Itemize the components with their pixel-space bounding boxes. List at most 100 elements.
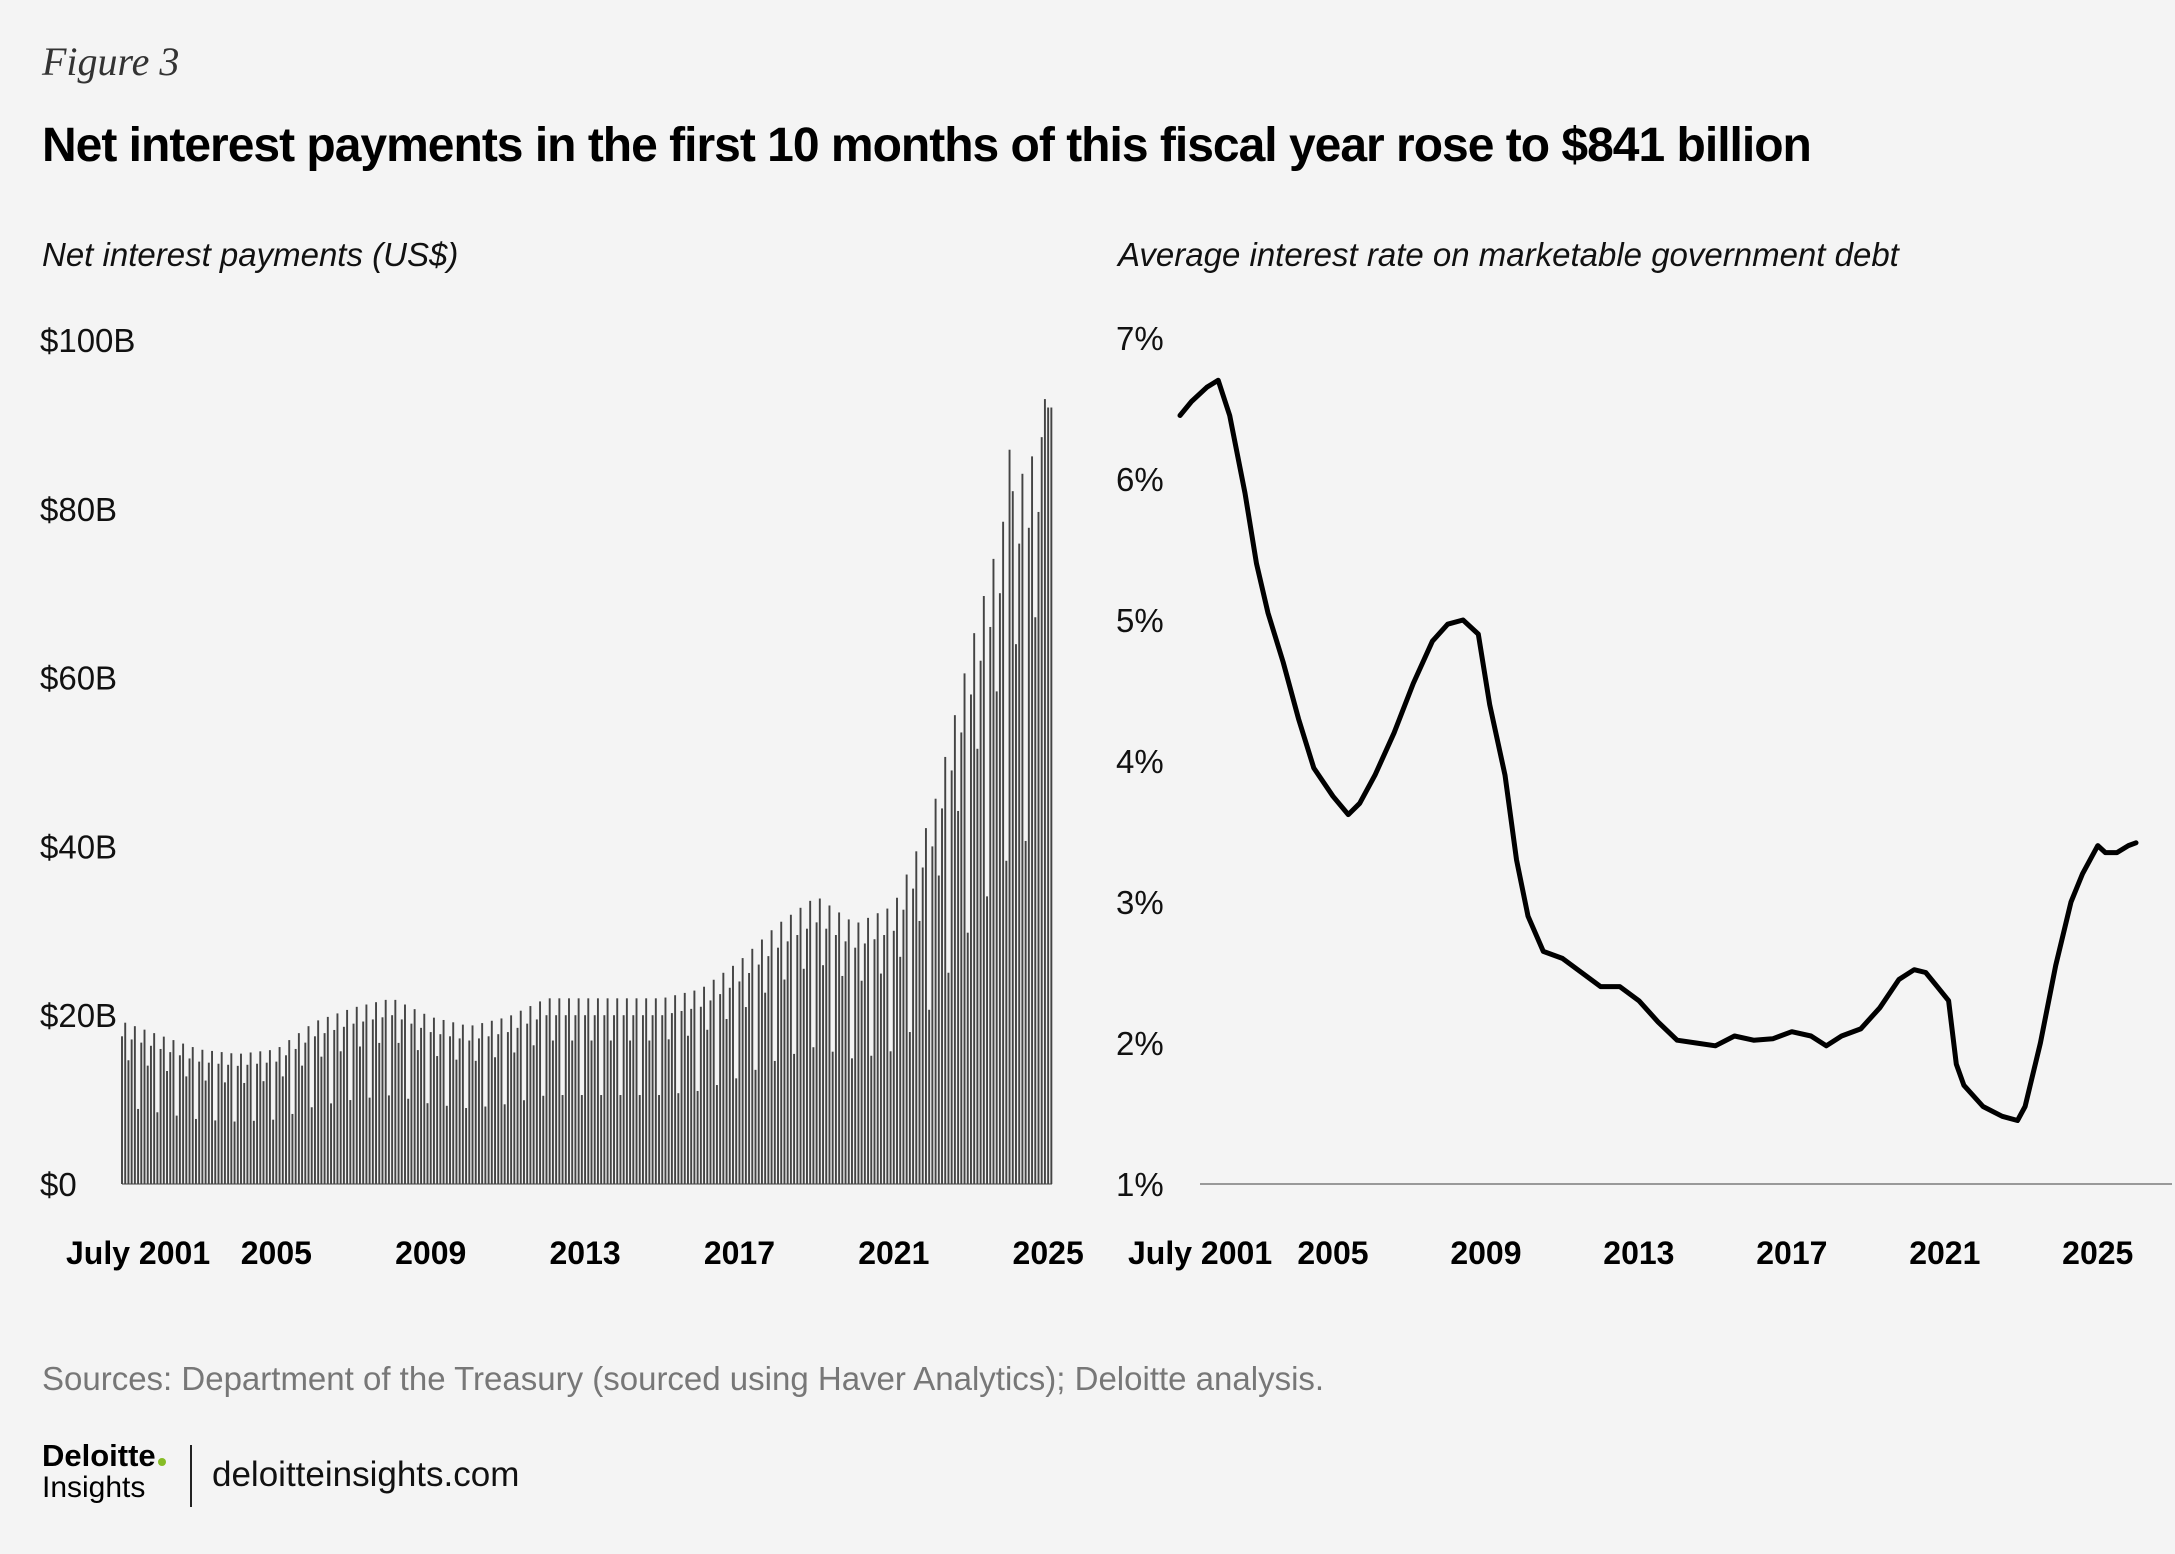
bar [760,939,763,1184]
bar [687,1035,689,1184]
bar [806,928,808,1184]
bar [828,905,831,1184]
bar [391,1015,394,1184]
bar [146,1065,149,1184]
bar [825,928,828,1184]
bar [207,1062,210,1184]
bar [844,941,847,1184]
bar [362,1021,365,1184]
bar [658,1095,660,1184]
bar [918,920,921,1184]
bar [275,1061,278,1184]
chart-title: Net interest payments in the first 10 mo… [42,119,1812,172]
bar [992,558,995,1184]
bar [375,1002,377,1184]
bar [863,943,866,1184]
y-tick-label: 2% [1116,1025,1164,1062]
bar [471,1025,474,1184]
bar [551,1040,554,1184]
x-tick-label: 2005 [241,1235,312,1271]
bar [535,1019,538,1184]
bar [153,1033,156,1184]
bar [320,1056,323,1184]
bar [1031,456,1034,1184]
bar [506,1032,509,1184]
bar [349,1100,352,1184]
bar [169,1052,172,1185]
bar [786,941,789,1184]
bar [259,1051,262,1184]
bar [732,965,734,1184]
bar [989,626,992,1184]
bar [931,846,934,1184]
bar [654,998,657,1184]
bar [452,1022,455,1184]
bar [876,913,879,1184]
bar [645,998,648,1184]
bar [960,732,963,1184]
bar [387,1095,390,1184]
bar [934,798,937,1184]
bar [712,979,715,1184]
bar [1034,617,1037,1184]
bar [313,1036,316,1184]
brand-url[interactable]: deloitteinsights.com [212,1455,520,1494]
bar [818,898,821,1184]
bar [744,1007,747,1184]
net-interest-bar-chart: $0 $20B $40B $60B $80B $100B July 2001 2005 2009… [40,322,1084,1271]
bar [217,1063,220,1184]
bar [532,1045,535,1184]
bar [474,1060,477,1184]
bar [381,1017,384,1184]
bar [429,1032,432,1184]
bar [941,808,943,1184]
bar [432,1017,435,1184]
bar [690,1008,693,1184]
bar [494,1057,496,1184]
bar [683,992,686,1184]
bar [767,956,770,1184]
bar [368,1097,371,1184]
bar [902,909,905,1184]
bar [995,691,998,1184]
bar [188,1058,191,1184]
bar [323,1033,326,1184]
bar [519,1010,522,1184]
bar [635,998,638,1184]
bar [333,1029,336,1184]
bar [982,596,985,1184]
bar [738,981,741,1184]
bar [503,1104,506,1184]
bar [130,1039,133,1184]
bar [1024,840,1027,1184]
bar [867,917,870,1184]
bar [851,1058,853,1184]
bar [394,999,397,1184]
bar [439,1034,442,1184]
bar [696,1090,699,1184]
bar [831,1051,834,1184]
bar [339,1051,342,1184]
x-tick-label: 2009 [1450,1235,1521,1271]
bar [699,1006,702,1184]
bar [577,998,580,1184]
bar [558,998,561,1184]
bar [449,1036,451,1184]
bar [908,1032,911,1184]
bar [510,1015,513,1184]
bar [211,1050,213,1184]
bar [304,1042,307,1184]
bar [243,1082,246,1184]
bar [648,1040,651,1184]
bar [812,1047,815,1184]
bar [703,986,706,1184]
bar [149,1045,152,1184]
bar [288,1040,291,1184]
bar [584,1015,587,1184]
bar [268,1050,271,1184]
bar [336,1013,339,1184]
bar [841,975,844,1184]
bar [346,1009,349,1184]
bar [542,1095,545,1184]
y-tick-label: $60B [40,660,117,697]
